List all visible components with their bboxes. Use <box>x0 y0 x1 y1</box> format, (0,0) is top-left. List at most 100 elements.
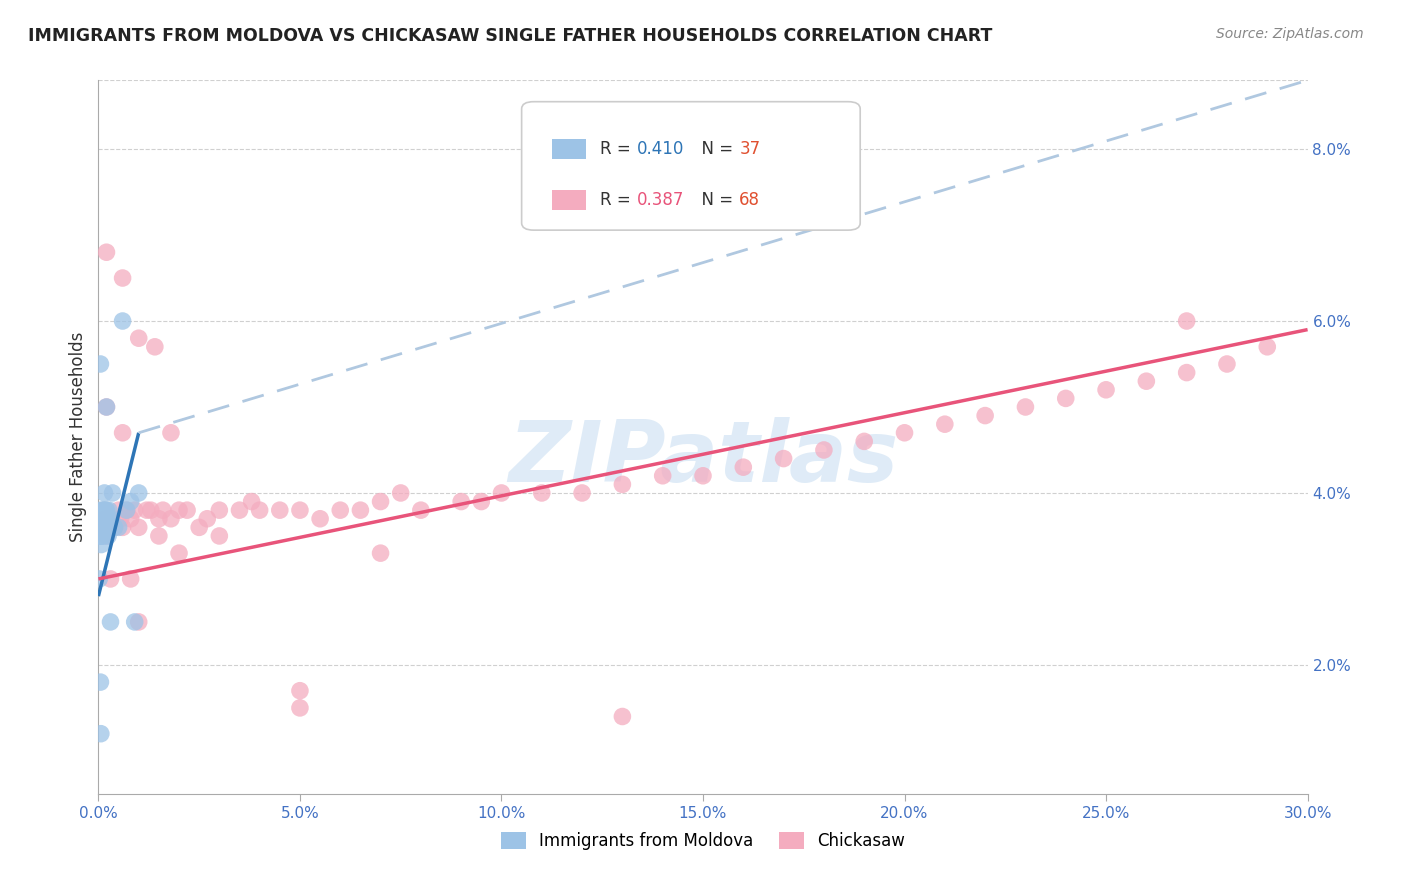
Point <box>91 520 114 534</box>
Point <box>120 494 142 508</box>
Point <box>97 529 120 543</box>
Point <box>89 675 111 690</box>
Point <box>934 417 956 432</box>
Point <box>208 503 231 517</box>
Point <box>249 503 271 517</box>
Point <box>90 503 112 517</box>
Point <box>91 512 114 526</box>
Point <box>100 615 122 629</box>
Point <box>370 546 392 560</box>
Point <box>1175 366 1198 380</box>
Point <box>1014 400 1036 414</box>
Point <box>1054 392 1077 406</box>
Point <box>96 512 118 526</box>
Point <box>94 520 117 534</box>
Bar <box>551 190 586 211</box>
Text: IMMIGRANTS FROM MOLDOVA VS CHICKASAW SINGLE FATHER HOUSEHOLDS CORRELATION CHART: IMMIGRANTS FROM MOLDOVA VS CHICKASAW SIN… <box>28 27 993 45</box>
Point <box>89 520 111 534</box>
Point <box>288 683 311 698</box>
Bar <box>551 139 586 159</box>
Legend: Immigrants from Moldova, Chickasaw: Immigrants from Moldova, Chickasaw <box>495 825 911 857</box>
Point <box>139 503 162 517</box>
Point <box>228 503 250 517</box>
Point <box>329 503 352 517</box>
Point <box>148 512 170 526</box>
Text: R =: R = <box>600 191 637 209</box>
Point <box>97 503 120 517</box>
Point <box>188 520 211 534</box>
Point <box>93 529 115 543</box>
Point <box>128 331 150 345</box>
Point <box>96 400 118 414</box>
Point <box>100 512 122 526</box>
Point <box>470 494 492 508</box>
Text: R =: R = <box>600 140 637 158</box>
Point <box>692 468 714 483</box>
Point <box>93 503 115 517</box>
Point <box>89 357 111 371</box>
Point <box>111 520 134 534</box>
Point <box>91 520 114 534</box>
Point <box>90 727 112 741</box>
Text: 68: 68 <box>740 191 761 209</box>
Point <box>89 529 111 543</box>
FancyBboxPatch shape <box>522 102 860 230</box>
Point <box>893 425 915 440</box>
Point <box>128 520 150 534</box>
Point <box>152 503 174 517</box>
Point <box>91 503 114 517</box>
Point <box>143 340 166 354</box>
Point <box>90 512 112 526</box>
Point <box>240 494 263 508</box>
Point <box>733 460 755 475</box>
Point <box>1256 340 1278 354</box>
Point <box>90 537 112 551</box>
Point <box>974 409 997 423</box>
Point <box>93 486 115 500</box>
Point <box>120 512 142 526</box>
Point <box>96 529 118 543</box>
Point <box>96 400 118 414</box>
Point <box>612 709 634 723</box>
Text: ZIPatlas: ZIPatlas <box>508 417 898 500</box>
Point <box>115 503 138 517</box>
Point <box>100 572 122 586</box>
Point <box>89 520 111 534</box>
Point <box>612 477 634 491</box>
Point <box>208 529 231 543</box>
Point <box>94 512 117 526</box>
Point <box>91 520 114 534</box>
Point <box>100 520 122 534</box>
Point <box>651 468 673 483</box>
Point <box>269 503 291 517</box>
Point <box>101 486 124 500</box>
Point <box>110 512 132 526</box>
Point <box>491 486 513 500</box>
Y-axis label: Single Father Households: Single Father Households <box>69 332 87 542</box>
Point <box>94 512 117 526</box>
Point <box>349 503 371 517</box>
Point <box>148 529 170 543</box>
Point <box>195 512 218 526</box>
Point <box>128 615 150 629</box>
Point <box>96 245 118 260</box>
Point <box>94 503 117 517</box>
Point <box>91 520 114 534</box>
Point <box>115 503 138 517</box>
Text: N =: N = <box>690 191 738 209</box>
Point <box>89 512 111 526</box>
Point <box>111 314 134 328</box>
Point <box>571 486 593 500</box>
Point <box>93 512 115 526</box>
Point <box>111 425 134 440</box>
Point <box>97 512 120 526</box>
Point <box>450 494 472 508</box>
Point <box>160 512 183 526</box>
Point <box>96 503 118 517</box>
Point <box>409 503 432 517</box>
Point <box>91 512 114 526</box>
Point <box>107 503 129 517</box>
Point <box>103 520 125 534</box>
Text: Source: ZipAtlas.com: Source: ZipAtlas.com <box>1216 27 1364 41</box>
Point <box>1095 383 1118 397</box>
